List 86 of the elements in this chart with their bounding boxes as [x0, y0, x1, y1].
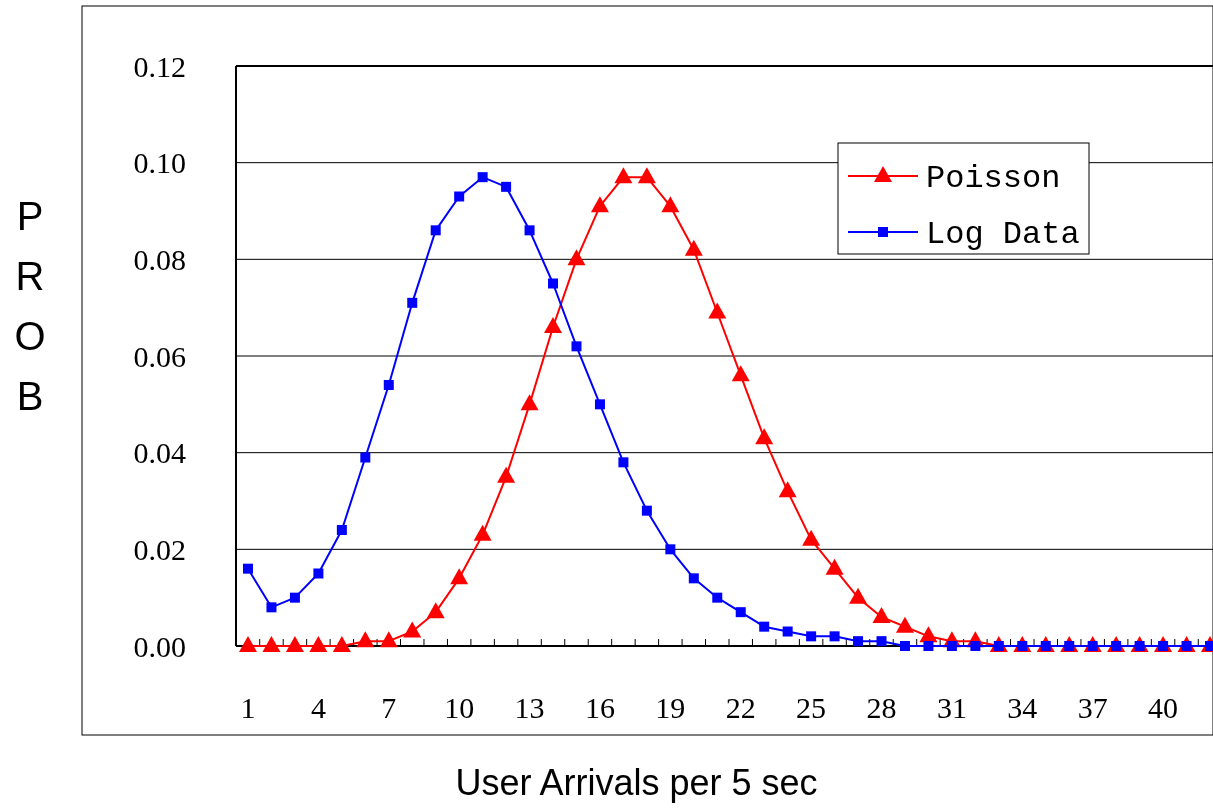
point [407, 297, 418, 308]
x-tick-label: 13 [514, 691, 545, 724]
point [708, 302, 727, 319]
y-axis-title: PROB [14, 194, 46, 418]
x-tick-label: 34 [1007, 691, 1038, 724]
point [755, 428, 774, 445]
x-tick-label: 16 [584, 691, 615, 724]
point [520, 394, 539, 411]
point [876, 636, 887, 647]
point [759, 621, 770, 632]
point [313, 568, 324, 579]
x-tick-label: 40 [1148, 691, 1179, 724]
y-tick-label: 0.12 [133, 49, 186, 83]
point [970, 641, 981, 651]
point [637, 167, 656, 184]
point [731, 365, 750, 382]
point [849, 587, 868, 604]
y-tick-label: 0.04 [133, 436, 186, 470]
point [309, 636, 328, 652]
point [243, 563, 253, 574]
point [899, 641, 910, 651]
point [571, 341, 582, 352]
point [614, 167, 633, 184]
point [524, 225, 535, 236]
point [684, 239, 703, 256]
x-tick-label: 22 [725, 691, 756, 724]
point [450, 568, 469, 585]
point [332, 636, 351, 652]
x-tick-label: 37 [1077, 691, 1108, 724]
point [336, 525, 347, 535]
x-tick-label: 10 [444, 691, 475, 724]
y-tick-label: 0.10 [133, 146, 186, 180]
point [426, 602, 445, 619]
x-tick-label: 7 [381, 691, 397, 724]
point [778, 481, 797, 498]
point [497, 466, 516, 483]
point [594, 399, 605, 410]
point [356, 631, 375, 648]
point [946, 641, 957, 651]
point [661, 196, 680, 213]
point [782, 626, 793, 637]
point [829, 631, 840, 642]
point [853, 636, 864, 647]
x-tick-label: 28 [866, 691, 897, 724]
point [665, 544, 676, 555]
legend-label: Poisson [926, 160, 1061, 198]
point [641, 505, 652, 516]
point [454, 191, 465, 202]
point [501, 181, 512, 192]
point [289, 592, 300, 603]
y-tick-label: 0.00 [133, 629, 186, 663]
point [895, 616, 914, 633]
y-tick-label: 0.02 [133, 532, 186, 566]
point [548, 278, 559, 289]
x-axis-title: User Arrivals per 5 sec [455, 762, 818, 803]
point [239, 636, 257, 652]
point [923, 641, 934, 651]
point [806, 631, 817, 642]
y-tick-label: 0.08 [133, 242, 186, 276]
point [567, 249, 586, 266]
point [688, 573, 699, 584]
y-tick-label: 0.06 [133, 339, 186, 373]
point [618, 457, 629, 468]
point [735, 607, 746, 618]
x-tick-label: 4 [310, 691, 326, 724]
point [262, 636, 281, 652]
point [266, 602, 277, 613]
x-tick-label: 19 [655, 691, 686, 724]
legend-label: Log Data [926, 216, 1080, 254]
point [473, 524, 492, 541]
point [544, 317, 563, 333]
point [383, 380, 394, 390]
point [712, 592, 723, 603]
x-tick-label: 25 [796, 691, 827, 724]
point [360, 452, 371, 463]
point [825, 558, 844, 575]
point [477, 172, 488, 183]
point [430, 225, 441, 236]
point [590, 196, 609, 213]
x-tick-label: 31 [936, 691, 967, 724]
point [285, 636, 304, 652]
point [403, 621, 422, 638]
point [872, 607, 891, 623]
point [379, 631, 398, 648]
x-tick-label: 1 [240, 691, 256, 724]
point [802, 529, 821, 546]
